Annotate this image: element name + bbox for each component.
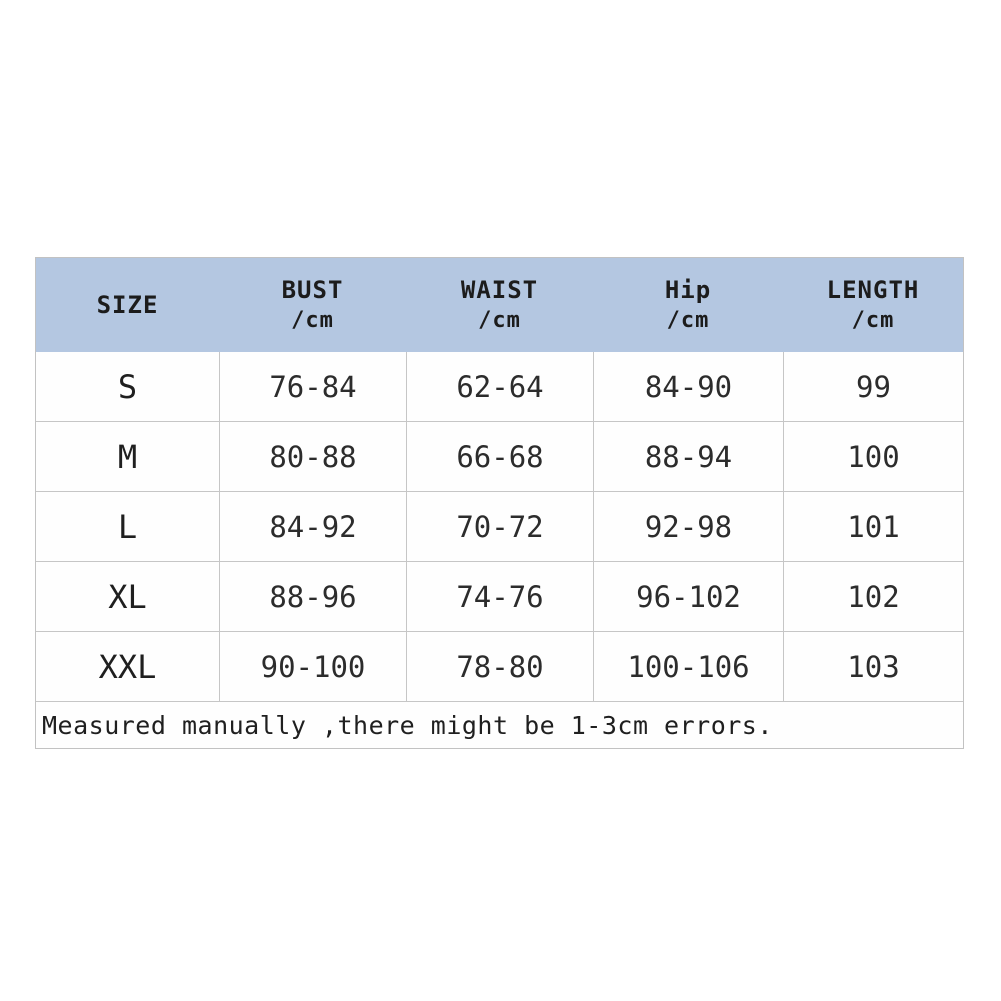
cell-waist: 62-64 xyxy=(406,352,593,421)
cell-hip: 88-94 xyxy=(593,421,783,491)
cell-size: XXL xyxy=(36,631,219,701)
header-label: BUST xyxy=(281,275,344,304)
header-label: Hip xyxy=(664,275,712,304)
header-unit: /cm xyxy=(666,308,710,334)
measurement-note: Measured manually ,there might be 1-3cm … xyxy=(36,701,963,748)
cell-length: 103 xyxy=(783,631,963,701)
cell-waist: 66-68 xyxy=(406,421,593,491)
size-chart-table: SIZE BUST /cm WAIST /cm Hip /cm xyxy=(36,258,963,748)
cell-length: 101 xyxy=(783,491,963,561)
table-row-xl: XL 88-96 74-76 96-102 102 xyxy=(36,561,963,631)
cell-waist: 74-76 xyxy=(406,561,593,631)
cell-bust: 84-92 xyxy=(219,491,406,561)
header-label: SIZE xyxy=(96,290,159,319)
column-header-length: LENGTH /cm xyxy=(783,258,963,352)
cell-length: 100 xyxy=(783,421,963,491)
cell-hip: 100-106 xyxy=(593,631,783,701)
header-unit: /cm xyxy=(478,308,521,334)
header-label: LENGTH xyxy=(826,275,920,304)
table-row-m: M 80-88 66-68 88-94 100 xyxy=(36,421,963,491)
cell-hip: 84-90 xyxy=(593,352,783,421)
header-unit: /cm xyxy=(291,308,334,334)
header-row: SIZE BUST /cm WAIST /cm Hip /cm xyxy=(36,258,963,352)
cell-waist: 70-72 xyxy=(406,491,593,561)
cell-waist: 78-80 xyxy=(406,631,593,701)
cell-bust: 80-88 xyxy=(219,421,406,491)
cell-bust: 88-96 xyxy=(219,561,406,631)
table-body: S 76-84 62-64 84-90 99 M 80-88 66-68 88-… xyxy=(36,352,963,748)
column-header-waist: WAIST /cm xyxy=(406,258,593,352)
header-label: WAIST xyxy=(460,275,539,304)
column-header-hip: Hip /cm xyxy=(593,258,783,352)
table-header: SIZE BUST /cm WAIST /cm Hip /cm xyxy=(36,258,963,352)
table-row-s: S 76-84 62-64 84-90 99 xyxy=(36,352,963,421)
cell-size: L xyxy=(36,491,219,561)
size-chart: SIZE BUST /cm WAIST /cm Hip /cm xyxy=(35,257,964,749)
cell-length: 102 xyxy=(783,561,963,631)
cell-hip: 96-102 xyxy=(593,561,783,631)
cell-size: XL xyxy=(36,561,219,631)
column-header-bust: BUST /cm xyxy=(219,258,406,352)
cell-size: M xyxy=(36,421,219,491)
table-row-l: L 84-92 70-72 92-98 101 xyxy=(36,491,963,561)
cell-bust: 76-84 xyxy=(219,352,406,421)
note-row: Measured manually ,there might be 1-3cm … xyxy=(36,701,963,748)
header-unit: /cm xyxy=(851,308,895,334)
cell-bust: 90-100 xyxy=(219,631,406,701)
cell-size: S xyxy=(36,352,219,421)
cell-length: 99 xyxy=(783,352,963,421)
column-header-size: SIZE xyxy=(36,258,219,352)
table-row-xxl: XXL 90-100 78-80 100-106 103 xyxy=(36,631,963,701)
cell-hip: 92-98 xyxy=(593,491,783,561)
